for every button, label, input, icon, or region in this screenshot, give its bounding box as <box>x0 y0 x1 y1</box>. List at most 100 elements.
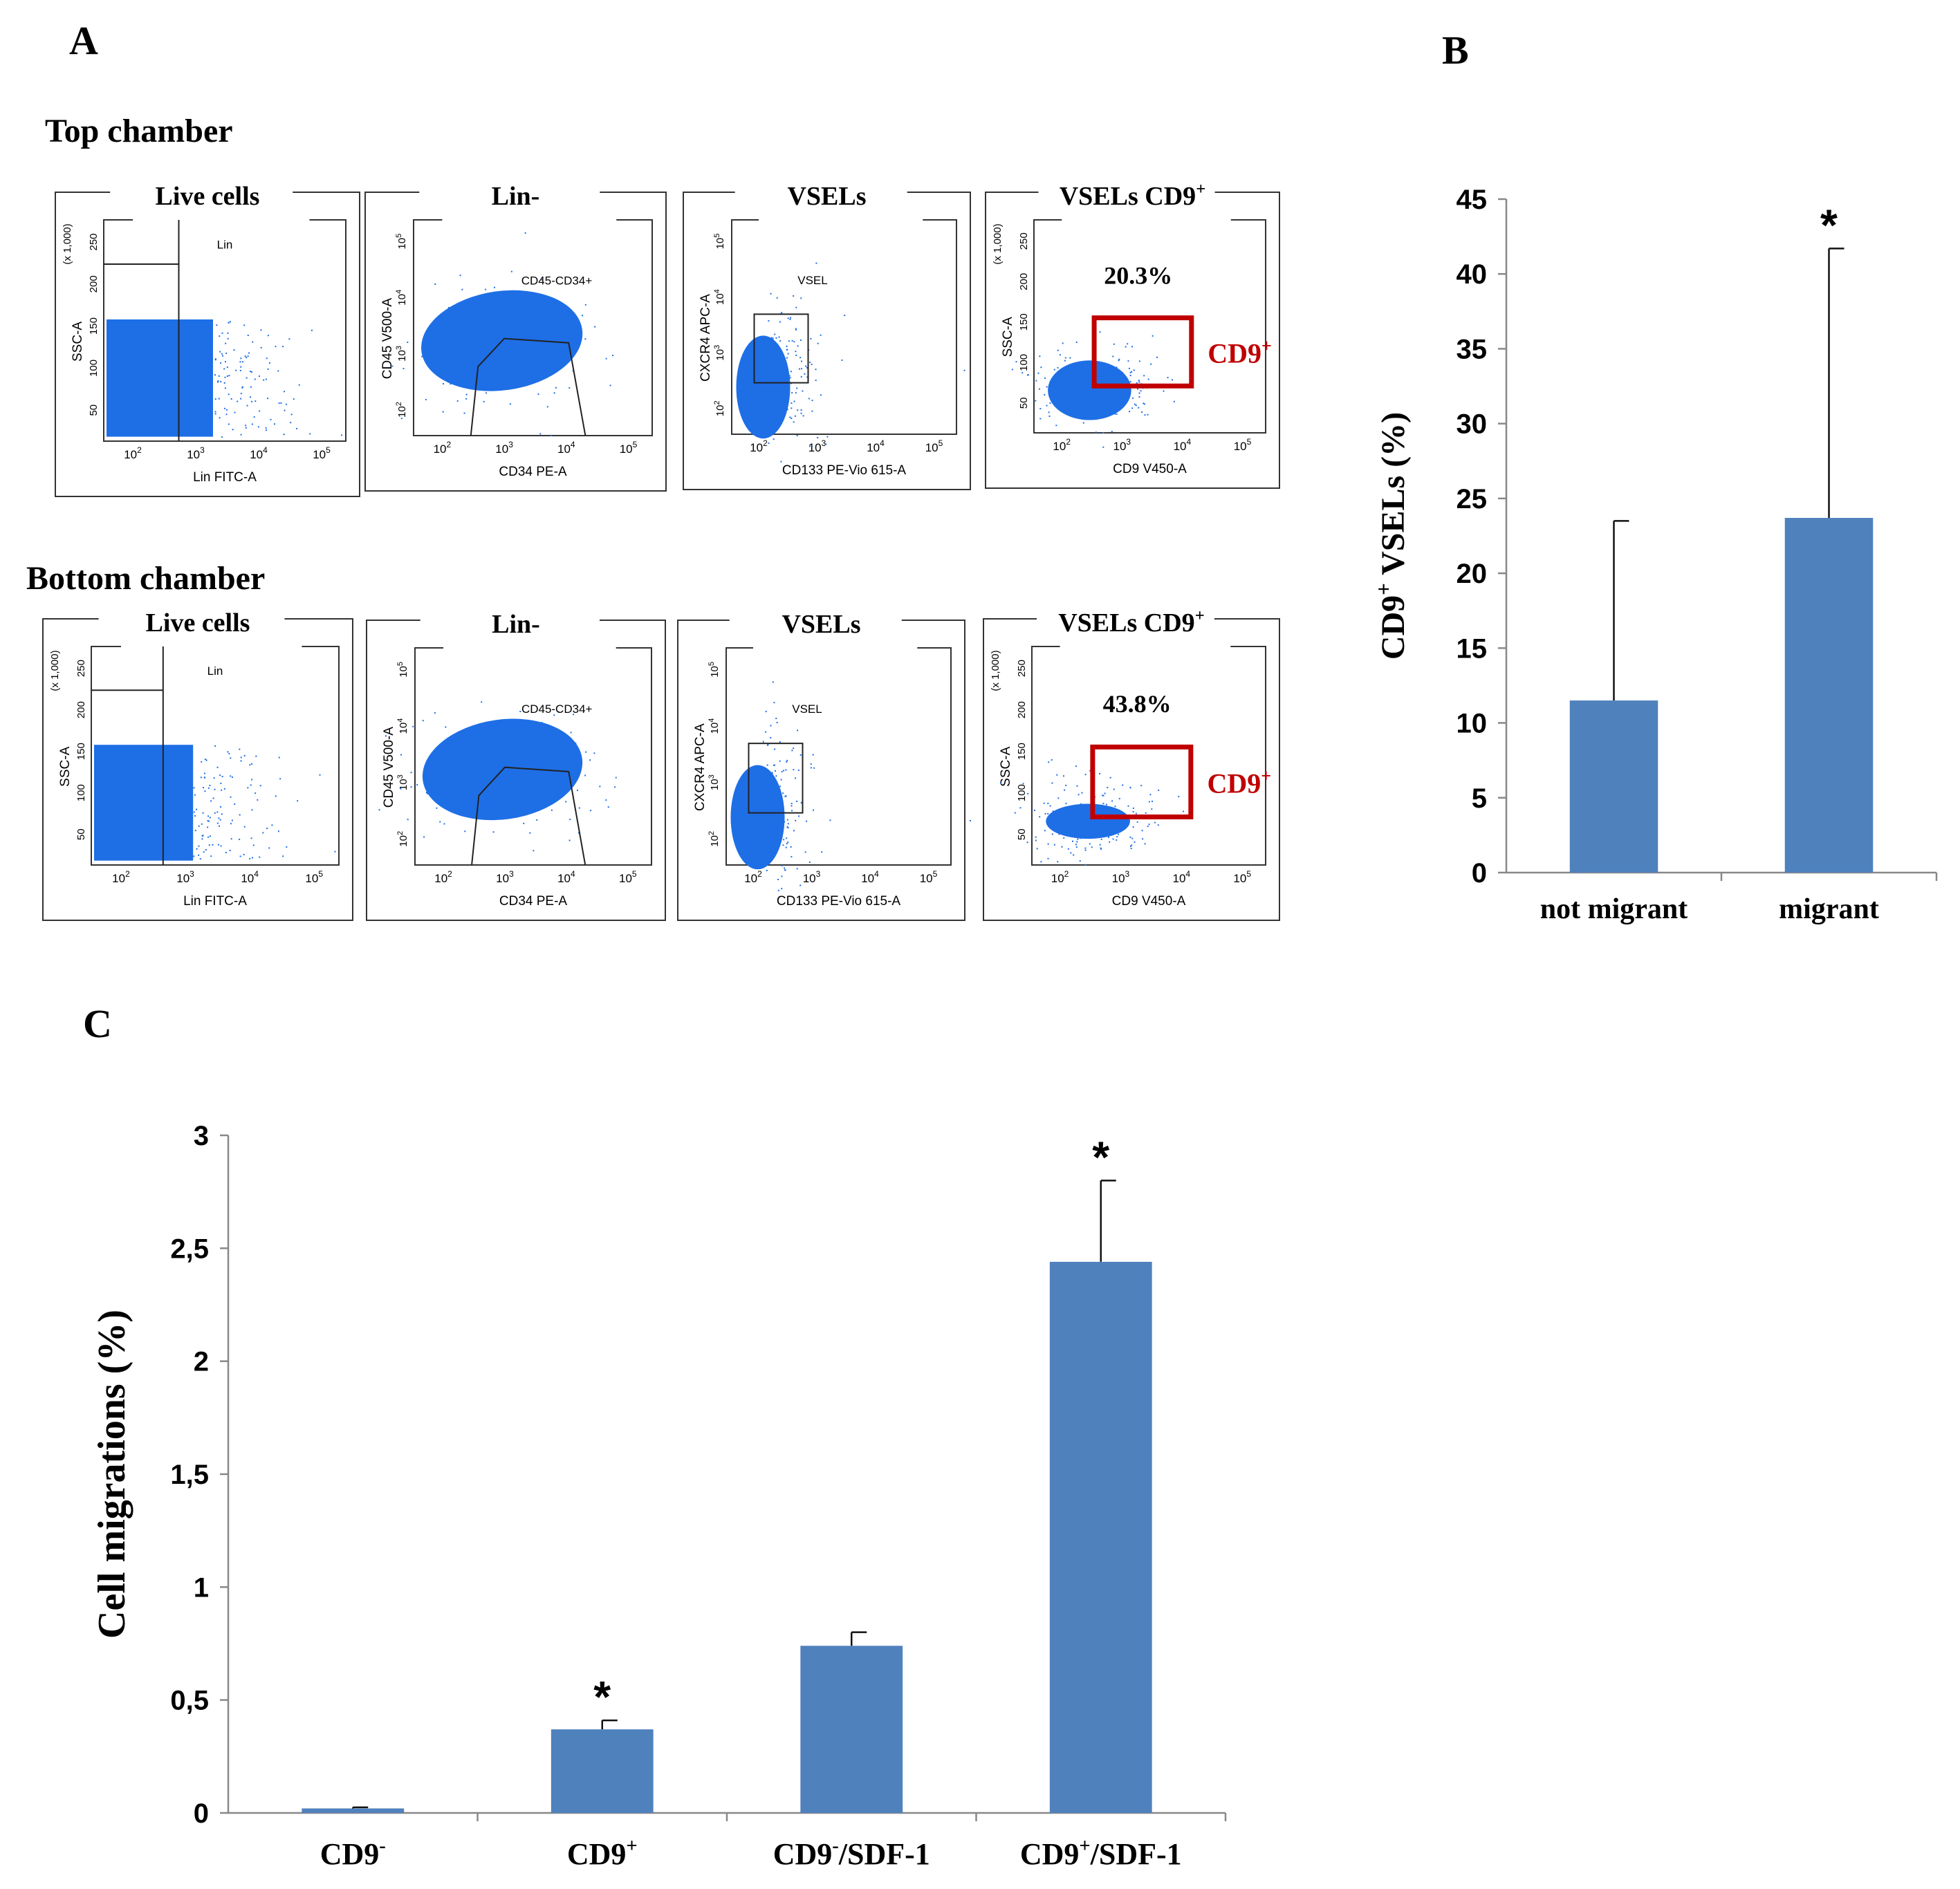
event-dot <box>1079 391 1081 393</box>
event-dot <box>778 373 780 375</box>
event-dot <box>1109 402 1111 404</box>
event-dot <box>1066 820 1069 822</box>
event-dot <box>492 765 494 767</box>
event-dot <box>765 836 767 838</box>
event-dot <box>239 361 241 363</box>
event-dot <box>251 400 253 402</box>
event-dot <box>1055 382 1057 384</box>
event-dot <box>220 782 222 784</box>
event-dot <box>765 731 767 733</box>
plot-title-group: Lin- <box>492 610 540 639</box>
event-dot <box>557 368 560 370</box>
event-dot <box>1069 399 1071 401</box>
event-dot <box>1097 373 1099 375</box>
event-dot <box>530 340 532 342</box>
event-dot <box>212 844 214 846</box>
event-dot <box>1082 382 1084 384</box>
event-dot <box>542 781 544 783</box>
event-dot <box>1119 404 1121 406</box>
event-dot <box>477 313 479 315</box>
event-dot <box>778 349 780 351</box>
event-dot <box>438 346 440 348</box>
event-dot <box>510 769 512 771</box>
event-dot <box>498 752 500 754</box>
event-dot <box>250 784 252 786</box>
event-dot <box>1059 354 1061 356</box>
y-tick-label: 50 <box>88 404 100 416</box>
event-dot <box>266 828 268 830</box>
event-dot <box>1118 381 1120 383</box>
event-dot <box>1040 861 1042 863</box>
event-dot <box>766 772 768 774</box>
y-tick-label: 100 <box>1018 354 1030 371</box>
event-dot <box>841 359 843 361</box>
event-dot <box>1070 383 1072 385</box>
event-dot <box>774 837 776 839</box>
event-dot <box>1172 379 1174 381</box>
event-dot <box>774 748 776 750</box>
event-dot <box>240 756 242 759</box>
event-dot <box>1157 824 1159 826</box>
y-tick-label: 30 <box>1457 409 1488 440</box>
event-dot <box>511 743 513 745</box>
event-dot <box>1109 411 1111 413</box>
event-dot <box>1071 810 1073 812</box>
event-dot <box>219 819 221 821</box>
event-dot <box>1093 825 1095 827</box>
event-dot <box>492 734 494 736</box>
event-dot <box>510 270 512 272</box>
event-dot <box>557 349 559 351</box>
event-dot <box>459 351 461 353</box>
event-dot <box>844 315 846 317</box>
event-dot <box>780 460 782 463</box>
event-dot <box>766 744 768 746</box>
event-dot <box>775 420 777 422</box>
event-dot <box>1127 394 1129 396</box>
event-dot <box>504 785 506 788</box>
event-dot <box>1093 836 1095 838</box>
event-dot <box>267 398 269 400</box>
event-dot <box>771 773 773 775</box>
event-dot <box>1148 801 1150 803</box>
y-tick-label: 105 <box>396 662 409 678</box>
event-dot <box>1107 787 1109 789</box>
event-dot <box>1125 379 1127 381</box>
event-dot <box>615 776 617 779</box>
event-dot <box>551 310 553 313</box>
y-tick-label: 100 <box>88 360 100 377</box>
event-dot <box>280 402 282 404</box>
event-dot <box>781 771 783 773</box>
flow-plot-bottom-3: VSELs CD133 PE-Vio 615-A CXCR4 APC-A 102 103… <box>677 610 965 921</box>
event-dot <box>1057 366 1059 369</box>
event-dot <box>1011 369 1013 371</box>
event-dot <box>1102 794 1104 797</box>
event-dot <box>241 387 243 389</box>
event-dot <box>1089 835 1091 837</box>
event-dot <box>1144 843 1146 845</box>
plot-frame <box>983 618 1280 921</box>
event-dot <box>571 763 573 765</box>
event-dot <box>205 849 207 851</box>
event-dot <box>453 736 455 738</box>
event-dot <box>1070 808 1072 810</box>
event-dot <box>785 399 787 401</box>
event-dot <box>1075 844 1077 846</box>
event-dot <box>768 436 770 438</box>
event-dot <box>541 279 543 281</box>
event-dot <box>1019 807 1021 809</box>
event-dot <box>1082 807 1084 809</box>
event-dot <box>536 819 538 821</box>
event-dot <box>1111 431 1113 433</box>
event-dot <box>1129 411 1131 413</box>
event-dot <box>1084 396 1087 398</box>
event-dot <box>240 357 242 360</box>
event-dot <box>1046 404 1048 407</box>
event-dot <box>795 351 797 353</box>
event-dot <box>1102 803 1104 805</box>
event-dot <box>466 380 468 382</box>
event-dot <box>1118 833 1120 835</box>
event-dot <box>235 369 237 371</box>
event-dot <box>228 752 230 754</box>
event-dot <box>207 787 210 789</box>
